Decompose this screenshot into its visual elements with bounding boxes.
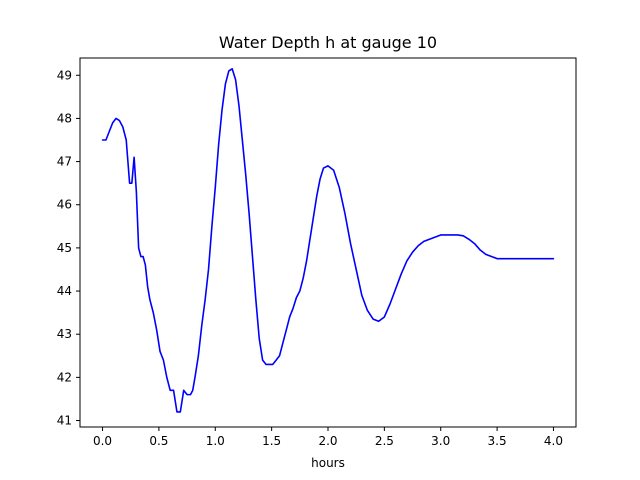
x-axis: 0.0 0.5 1.0 1.5 2.0 2.5 3.0 3.5 4.0: [93, 427, 563, 448]
plot-area: 0.0 0.5 1.0 1.5 2.0 2.5 3.0 3.5 4.0 41 42 43 44 45 46…: [57, 57, 577, 448]
y-tick-label: 48: [57, 111, 72, 125]
y-tick-label: 46: [57, 198, 72, 212]
y-tick-label: 47: [57, 155, 72, 169]
y-tick-label: 49: [57, 68, 72, 82]
y-tick-label: 45: [57, 241, 72, 255]
y-tick-label: 41: [57, 414, 72, 428]
x-tick-label: 0.0: [93, 434, 112, 448]
x-tick-label: 1.5: [262, 434, 281, 448]
x-tick-label: 0.5: [149, 434, 168, 448]
x-tick-label: 2.5: [375, 434, 394, 448]
x-tick-label: 2.0: [318, 434, 337, 448]
x-tick-label: 3.5: [488, 434, 507, 448]
y-axis: 41 42 43 44 45 46 47 48 49: [57, 68, 80, 428]
y-tick-label: 42: [57, 370, 72, 384]
x-axis-label: hours: [311, 456, 345, 470]
x-tick-label: 1.0: [206, 434, 225, 448]
x-tick-label: 3.0: [431, 434, 450, 448]
y-tick-label: 44: [57, 284, 72, 298]
x-tick-label: 4.0: [544, 434, 563, 448]
water-depth-series-line: [101, 67, 555, 413]
y-tick-label: 43: [57, 327, 72, 341]
chart-title: Water Depth h at gauge 10: [219, 33, 437, 52]
